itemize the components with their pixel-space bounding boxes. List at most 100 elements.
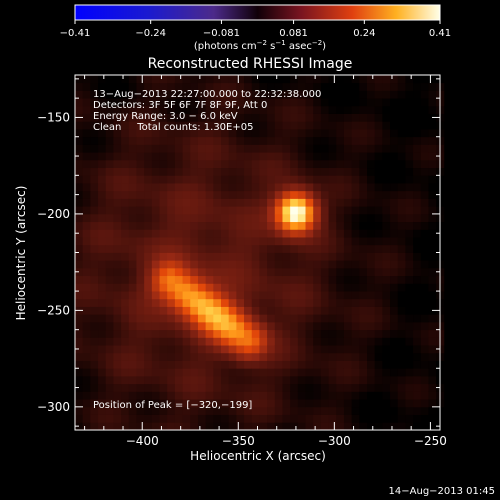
heatmap-cell xyxy=(251,337,260,346)
heatmap-cell xyxy=(244,159,253,169)
heatmap-cell xyxy=(98,190,107,199)
heatmap-cell xyxy=(113,337,122,346)
heatmap-cell xyxy=(290,298,299,307)
heatmap-cell xyxy=(213,237,222,246)
heatmap-cell xyxy=(151,129,160,138)
heatmap-cell xyxy=(367,283,376,292)
heatmap-cell xyxy=(405,260,414,269)
heatmap-cell xyxy=(236,144,245,153)
heatmap-cell xyxy=(374,206,383,215)
heatmap-cell xyxy=(205,129,214,138)
heatmap-cell xyxy=(174,136,183,145)
colorbar-tick-label: −0.41 xyxy=(60,28,91,39)
heatmap-cell xyxy=(367,314,376,323)
heatmap-cell xyxy=(305,105,314,114)
heatmap-cell xyxy=(159,414,168,423)
heatmap-cell xyxy=(105,190,114,199)
heatmap-cell xyxy=(420,298,429,307)
heatmap-cell xyxy=(305,260,314,269)
heatmap-cell xyxy=(228,213,237,223)
heatmap-cell xyxy=(405,375,414,385)
heatmap-cell xyxy=(190,198,199,207)
heatmap-cell xyxy=(113,206,122,215)
heatmap-cell xyxy=(259,229,268,238)
heatmap-cell xyxy=(367,221,376,230)
heatmap-cell xyxy=(336,422,345,431)
heatmap-cell xyxy=(75,321,84,331)
heatmap-cell xyxy=(82,360,91,369)
heatmap-cell xyxy=(82,167,91,176)
heatmap-cell xyxy=(221,414,230,423)
heatmap-cell xyxy=(190,337,199,346)
heatmap-cell xyxy=(305,82,314,91)
heatmap-cell xyxy=(244,198,253,207)
heatmap-cell xyxy=(405,298,414,307)
heatmap-cell xyxy=(144,275,153,284)
heatmap-cell xyxy=(251,183,260,192)
heatmap-cell xyxy=(197,75,207,84)
heatmap-cell xyxy=(221,244,230,253)
heatmap-cell xyxy=(351,167,360,176)
heatmap-cell xyxy=(98,337,107,346)
heatmap-cell xyxy=(328,98,337,107)
heatmap-cell xyxy=(274,175,283,184)
heatmap-cell xyxy=(428,121,437,130)
heatmap-cell xyxy=(136,329,145,338)
heatmap-cell xyxy=(397,314,406,323)
heatmap-cell xyxy=(251,175,260,184)
heatmap-cell xyxy=(290,144,299,153)
heatmap-cell xyxy=(197,368,207,377)
heatmap-cell xyxy=(259,221,268,230)
heatmap-cell xyxy=(397,291,406,300)
heatmap-cell xyxy=(136,283,145,292)
heatmap-cell xyxy=(228,175,237,184)
heatmap-cell xyxy=(367,329,376,338)
heatmap-cell xyxy=(274,221,283,230)
heatmap-cell xyxy=(136,314,145,323)
heatmap-cell xyxy=(121,221,130,230)
heatmap-cell xyxy=(274,136,283,145)
heatmap-cell xyxy=(159,391,168,400)
heatmap-cell xyxy=(197,221,207,230)
heatmap-cell xyxy=(282,90,291,99)
heatmap-cell xyxy=(105,198,114,207)
colorbar-tick-label: −0.24 xyxy=(135,28,166,39)
heatmap-cell xyxy=(336,337,345,346)
heatmap-cell xyxy=(182,267,191,277)
heatmap-cell xyxy=(328,368,337,377)
heatmap-cell xyxy=(259,368,268,377)
heatmap-cell xyxy=(390,345,399,354)
heatmap-cell xyxy=(174,414,183,423)
heatmap-cell xyxy=(405,291,414,300)
heatmap-cell xyxy=(190,144,199,153)
heatmap-cell xyxy=(320,352,329,361)
heatmap-cell xyxy=(336,267,345,277)
heatmap-cell xyxy=(397,105,406,114)
y-tick-label: −150 xyxy=(37,110,70,124)
heatmap-cell xyxy=(98,399,107,408)
heatmap-cell xyxy=(313,190,322,199)
heatmap-cell xyxy=(90,113,99,122)
heatmap-cell xyxy=(267,283,276,292)
heatmap-cell xyxy=(290,237,299,246)
heatmap-cell xyxy=(236,105,245,114)
heatmap-cell xyxy=(82,144,91,153)
heatmap-cell xyxy=(282,75,291,84)
heatmap-cell xyxy=(182,391,191,400)
heatmap-cell xyxy=(221,113,230,122)
heatmap-cell xyxy=(82,298,91,307)
heatmap-cell xyxy=(274,422,283,431)
heatmap-cell xyxy=(128,260,137,269)
heatmap-cell xyxy=(151,306,160,315)
heatmap-cell xyxy=(428,213,437,223)
heatmap-cell xyxy=(221,337,230,346)
heatmap-cell xyxy=(305,237,314,246)
heatmap-cell xyxy=(351,321,360,331)
heatmap-cell xyxy=(320,391,329,400)
heatmap-cell xyxy=(259,422,268,431)
heatmap-cell xyxy=(267,144,276,153)
heatmap-cell xyxy=(428,360,437,369)
heatmap-cell xyxy=(136,206,145,215)
heatmap-cell xyxy=(144,399,153,408)
heatmap-cell xyxy=(182,383,191,392)
